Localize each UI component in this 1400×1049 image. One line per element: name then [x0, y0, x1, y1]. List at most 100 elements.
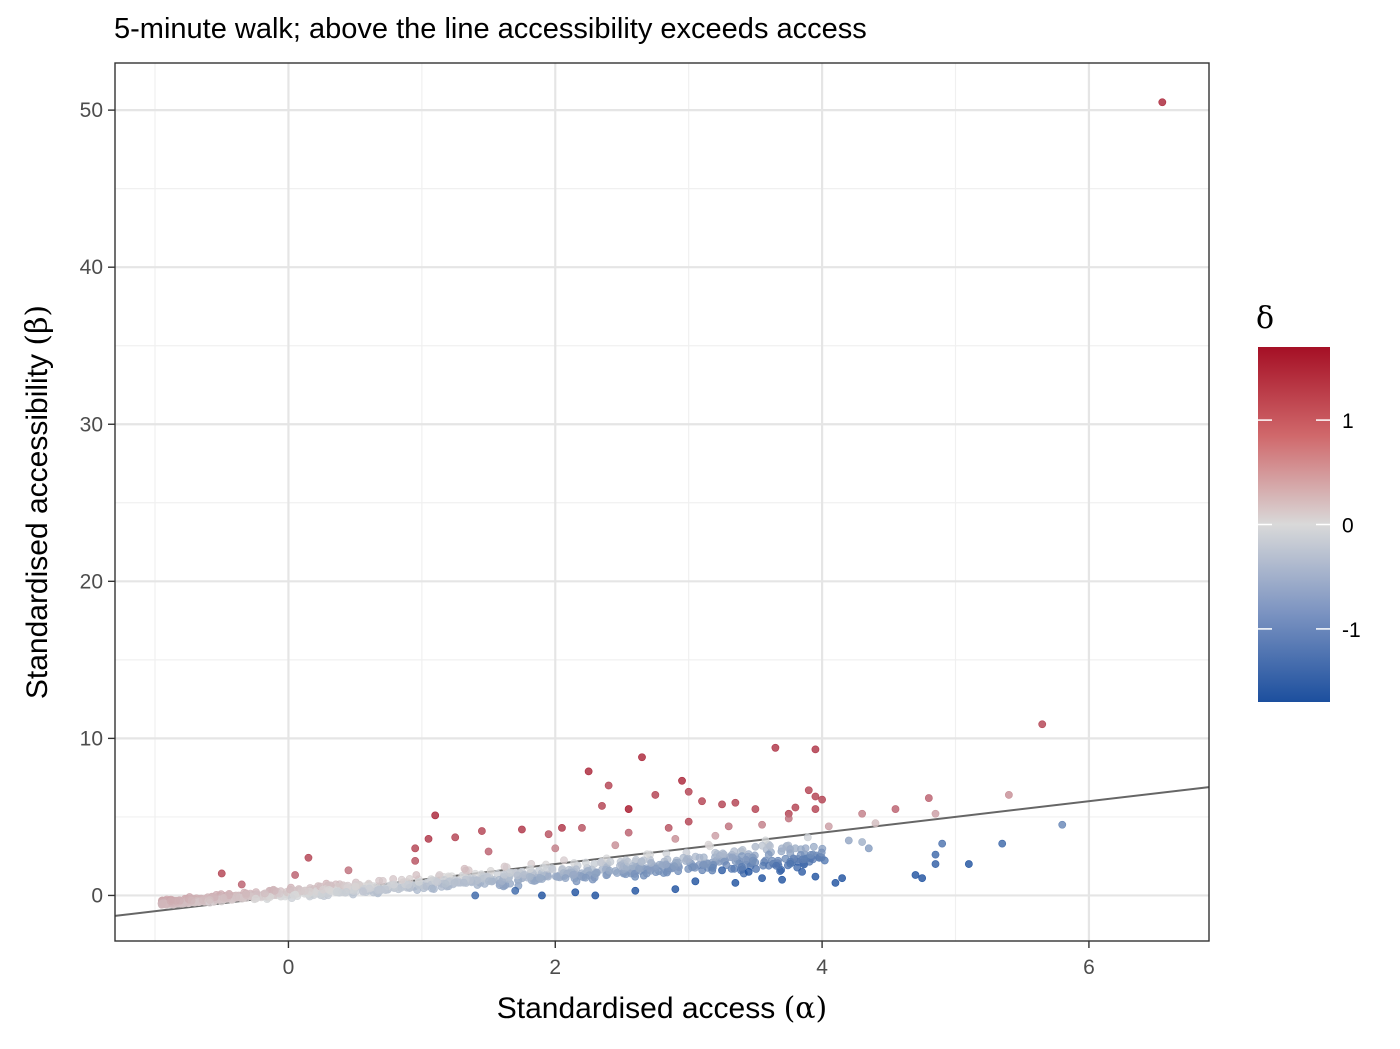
- data-point: [924, 794, 933, 802]
- data-point: [289, 891, 298, 900]
- data-point: [718, 866, 726, 875]
- data-point: [624, 805, 633, 813]
- data-point: [412, 871, 421, 879]
- data-point: [415, 877, 423, 886]
- data-point: [598, 802, 606, 810]
- data-point: [187, 896, 196, 905]
- y-axis-symbol: (β): [20, 305, 55, 346]
- data-point: [242, 890, 250, 899]
- data-point: [704, 840, 713, 849]
- data-point: [724, 822, 733, 831]
- plot-panel: [115, 63, 1209, 941]
- data-point: [381, 885, 389, 893]
- data-point: [752, 865, 760, 873]
- data-point: [748, 856, 757, 865]
- data-point: [217, 869, 226, 878]
- data-point: [435, 871, 444, 879]
- data-point: [433, 877, 442, 886]
- data-point: [751, 805, 760, 813]
- data-point: [744, 867, 753, 876]
- data-point: [964, 860, 973, 868]
- data-point: [526, 864, 535, 873]
- y-axis-title: Standardised accessibility (β): [20, 305, 55, 699]
- data-point: [325, 885, 333, 894]
- data-point: [535, 873, 544, 882]
- data-point: [718, 800, 726, 809]
- data-point: [624, 828, 633, 837]
- data-point: [344, 866, 353, 875]
- data-point: [631, 886, 640, 895]
- data-point: [803, 833, 812, 842]
- data-point: [831, 878, 840, 887]
- data-point: [1038, 720, 1047, 729]
- data-point: [651, 791, 660, 799]
- data-point: [864, 844, 873, 853]
- y-tick-label: 20: [80, 570, 103, 593]
- data-point: [637, 857, 646, 866]
- data-point: [333, 888, 341, 896]
- data-point: [450, 879, 459, 887]
- data-point: [791, 844, 800, 853]
- data-point: [737, 862, 746, 871]
- y-tick-label: 10: [80, 727, 103, 750]
- data-point: [695, 853, 704, 862]
- data-point: [764, 850, 773, 859]
- data-point: [811, 805, 820, 813]
- data-point: [711, 831, 720, 840]
- grid-lines: [115, 63, 1209, 941]
- data-point: [359, 887, 367, 896]
- data-point: [671, 835, 680, 843]
- y-tick-label: 40: [80, 256, 103, 279]
- data-point: [205, 896, 214, 904]
- data-point: [931, 860, 940, 868]
- data-point: [624, 857, 632, 866]
- data-point: [571, 888, 580, 897]
- data-point: [698, 797, 706, 806]
- data-point: [684, 865, 693, 873]
- data-point: [237, 880, 246, 889]
- data-point: [858, 838, 867, 846]
- x-axis-symbol: (α): [784, 991, 828, 1026]
- data-point: [378, 876, 387, 885]
- data-point: [731, 878, 740, 887]
- data-point: [911, 871, 920, 879]
- data-point: [758, 874, 766, 883]
- data-point: [1158, 98, 1167, 107]
- data-point: [804, 786, 813, 795]
- data-point: [513, 871, 522, 880]
- data-point: [938, 839, 947, 848]
- data-point: [485, 877, 493, 885]
- y-axis-ticks: 0 10 20 30 40 50: [80, 99, 115, 907]
- data-point: [798, 867, 806, 876]
- data-point: [219, 893, 228, 902]
- data-point: [844, 836, 853, 845]
- data-point: [459, 878, 468, 887]
- data-point: [251, 894, 260, 903]
- data-point: [486, 866, 495, 875]
- data-point: [784, 814, 793, 823]
- data-point: [684, 817, 693, 826]
- data-point: [578, 824, 586, 832]
- data-point: [500, 870, 509, 879]
- data-point: [606, 857, 615, 866]
- data-point: [722, 861, 731, 870]
- data-point: [404, 880, 413, 889]
- data-point: [793, 863, 802, 872]
- data-point: [428, 884, 436, 893]
- data-point: [708, 863, 717, 872]
- data-point: [931, 809, 940, 818]
- data-point: [801, 855, 810, 863]
- data-point: [998, 839, 1007, 848]
- data-point: [662, 860, 670, 869]
- data-point: [365, 884, 374, 893]
- data-point: [891, 805, 900, 813]
- data-point: [596, 858, 605, 867]
- y-tick-label: 50: [80, 99, 103, 122]
- data-point: [824, 822, 833, 831]
- data-point: [471, 891, 480, 900]
- data-point: [291, 871, 300, 879]
- data-point: [635, 864, 643, 873]
- data-point: [581, 873, 590, 882]
- data-point: [738, 852, 746, 861]
